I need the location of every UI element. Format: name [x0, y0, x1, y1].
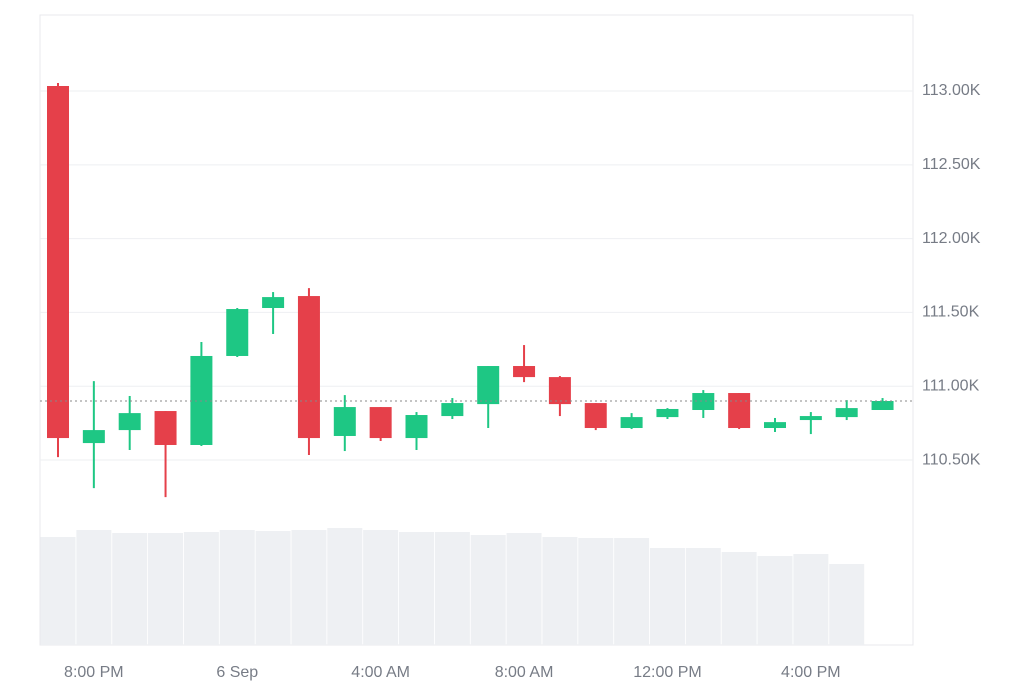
- volume-bar: [219, 530, 255, 645]
- candle-body: [728, 393, 751, 429]
- x-tick-label: 8:00 PM: [64, 664, 124, 681]
- volume-bar: [685, 548, 721, 645]
- candle-body: [620, 417, 643, 429]
- y-tick-label: 111.50K: [922, 304, 980, 321]
- volume-bar: [542, 537, 578, 645]
- volume-bar: [721, 552, 757, 645]
- volume-bar: [578, 538, 614, 645]
- volume-bar: [434, 532, 470, 645]
- volume-bar: [327, 528, 363, 645]
- y-tick-label: 111.00K: [922, 377, 980, 394]
- volume-bar: [470, 535, 506, 645]
- x-tick-label: 6 Sep: [216, 664, 258, 681]
- x-tick-label: 4:00 PM: [781, 664, 841, 681]
- volume-bar: [649, 548, 685, 645]
- candle-body: [405, 415, 428, 439]
- volume-bar: [76, 530, 112, 645]
- candle-body: [118, 413, 141, 431]
- y-tick-label: 113.00K: [922, 82, 981, 99]
- candle-body: [835, 408, 858, 418]
- x-tick-label: 12:00 PM: [633, 664, 701, 681]
- volume-bar: [399, 532, 434, 645]
- y-tick-label: 110.50K: [922, 451, 981, 468]
- volume-bar: [363, 530, 399, 645]
- x-tick-label: 4:00 AM: [351, 664, 410, 681]
- candle-body: [513, 366, 536, 378]
- y-tick-label: 112.50K: [922, 156, 981, 173]
- x-tick-label: 8:00 AM: [495, 664, 554, 681]
- candle-body: [871, 401, 894, 411]
- candle-body: [226, 309, 249, 356]
- volume-bar: [255, 531, 291, 645]
- volume-bar: [112, 533, 148, 645]
- candle-body: [799, 416, 822, 421]
- candle-body: [333, 407, 356, 436]
- candle-body: [190, 355, 213, 445]
- candle-body: [441, 403, 464, 417]
- candle-body: [297, 296, 320, 439]
- y-tick-label: 112.00K: [922, 230, 981, 247]
- volume-bar: [757, 556, 793, 645]
- candle-body: [692, 393, 715, 411]
- candle-body: [764, 422, 786, 429]
- volume-bar: [148, 533, 184, 645]
- volume-bar: [614, 538, 650, 645]
- candle-body: [548, 377, 571, 405]
- volume-bar: [829, 564, 865, 645]
- candle-body: [584, 403, 607, 429]
- candle-body: [369, 407, 392, 439]
- volume-bar: [40, 537, 76, 645]
- volume-bar: [183, 532, 219, 645]
- candle-body: [47, 86, 69, 439]
- volume-bar: [793, 554, 829, 645]
- candle-body: [262, 297, 285, 309]
- volume-bar: [291, 530, 327, 645]
- candle-body: [154, 411, 177, 445]
- candle-body: [656, 408, 679, 418]
- candle-body: [82, 430, 105, 444]
- volume-bar: [506, 533, 542, 645]
- candle-body: [477, 366, 500, 405]
